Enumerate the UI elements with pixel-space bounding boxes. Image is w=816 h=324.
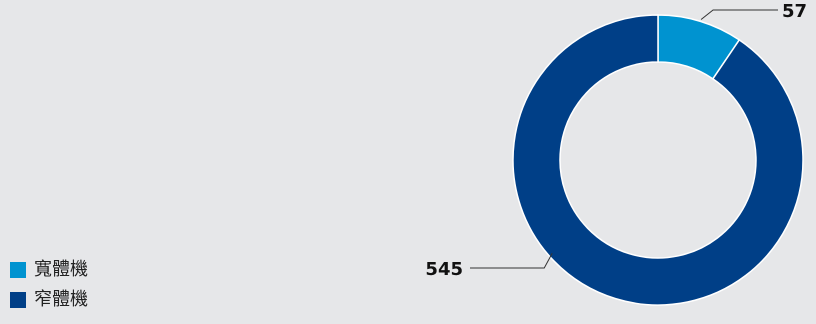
- legend-label-narrow-body: 窄體機: [34, 289, 88, 310]
- data-label-1: 545: [425, 259, 463, 280]
- legend: 寬體機 窄體機: [10, 260, 88, 310]
- donut-slices: [512, 14, 804, 306]
- leader-line-0: [700, 9, 778, 20]
- leader-line-1: [470, 253, 553, 269]
- donut-slice-1: [512, 14, 804, 306]
- legend-label-wide-body: 寬體機: [34, 259, 88, 280]
- data-labels: 57 545: [425, 1, 807, 280]
- data-label-0: 57: [782, 1, 807, 22]
- legend-swatch-narrow-body: [10, 292, 26, 308]
- leader-lines: [470, 9, 778, 269]
- legend-item-narrow-body: 窄體機: [10, 290, 88, 310]
- legend-swatch-wide-body: [10, 262, 26, 278]
- legend-item-wide-body: 寬體機: [10, 260, 88, 280]
